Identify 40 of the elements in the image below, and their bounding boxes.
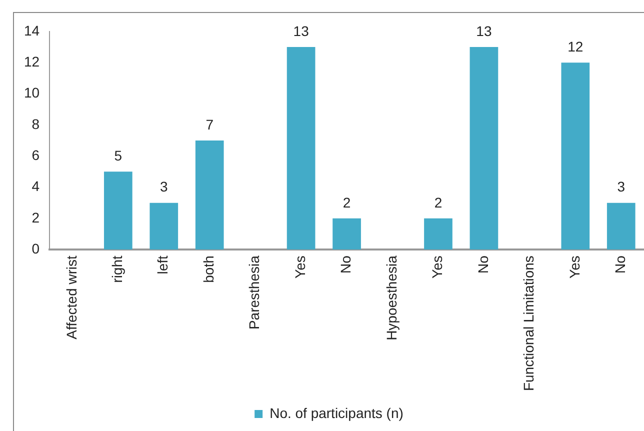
bar	[195, 140, 224, 250]
bar	[332, 218, 361, 250]
data-label: 3	[617, 178, 626, 195]
y-tick-label: 2	[32, 209, 40, 226]
x-tick-label: Yes	[292, 256, 308, 278]
x-tick-label: Yes	[429, 256, 446, 278]
x-tick-label: Functional Limitations	[520, 256, 537, 392]
y-tick-label: 0	[32, 240, 40, 256]
y-tick-label: 4	[32, 178, 40, 194]
data-label: 3	[160, 178, 168, 195]
x-tick-label: both	[200, 256, 216, 283]
bar	[606, 202, 636, 250]
x-tick-label: Hypoesthesia	[383, 255, 400, 340]
y-tick-label: 12	[24, 53, 40, 70]
bar	[424, 218, 452, 250]
bar	[561, 62, 590, 250]
x-tick-label: No	[612, 255, 628, 274]
bar	[150, 202, 178, 250]
x-tick-label: Yes	[566, 256, 582, 278]
y-tick-label: 14	[24, 22, 40, 38]
data-label: 13	[476, 22, 492, 39]
data-label: 13	[293, 22, 310, 39]
data-label: 12	[568, 38, 584, 54]
data-label: 2	[342, 194, 351, 210]
x-tick-label: No	[474, 255, 491, 274]
y-tick-label: 8	[32, 116, 40, 132]
bar	[104, 172, 132, 250]
data-label: 2	[434, 194, 442, 210]
data-label: 7	[206, 116, 214, 132]
x-tick-label: Affected wrist	[63, 255, 80, 340]
y-tick-label: 10	[24, 84, 40, 101]
x-tick-label: left	[154, 256, 171, 274]
y-tick-label: 6	[32, 146, 40, 163]
data-label: 5	[114, 148, 122, 164]
bar	[286, 46, 316, 250]
legend-label: No. of participants (n)	[270, 404, 404, 421]
x-tick-label: Paresthesia	[246, 255, 262, 330]
bar	[470, 46, 498, 250]
x-tick-label: right	[109, 255, 126, 283]
x-tick-label: No	[338, 255, 354, 274]
